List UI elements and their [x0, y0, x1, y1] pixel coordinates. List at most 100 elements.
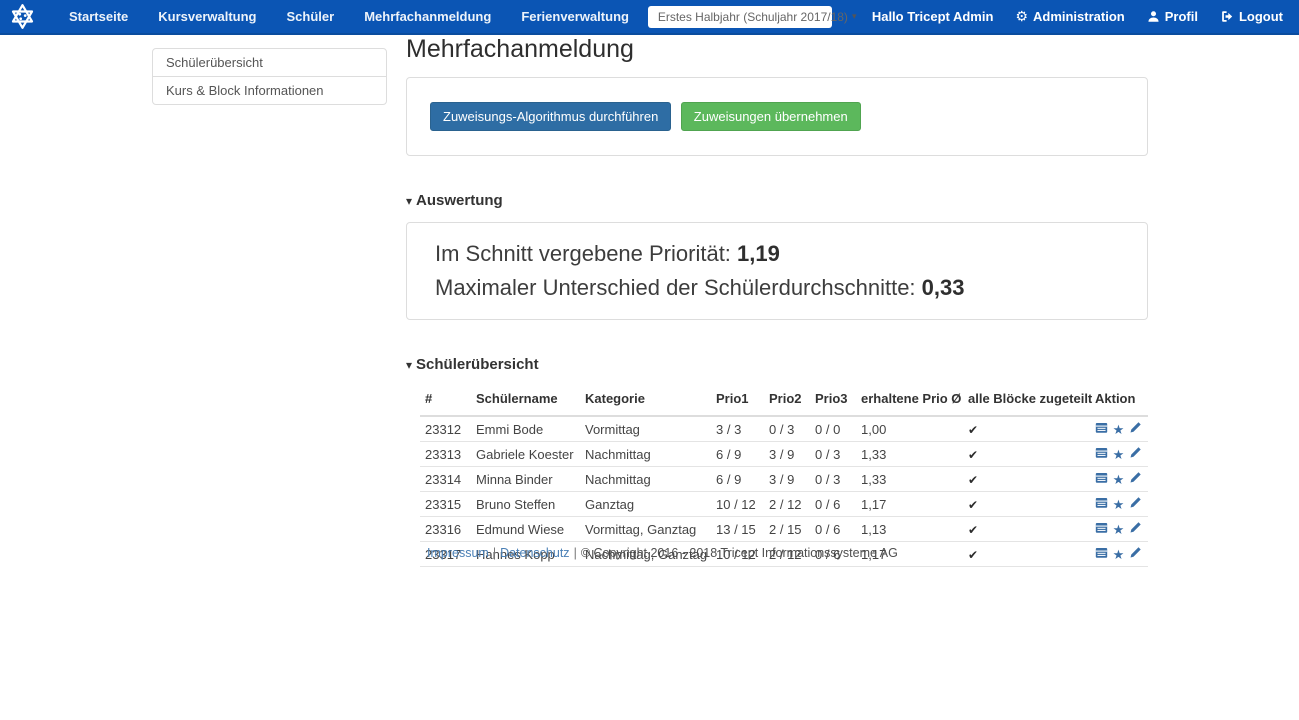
user-greeting: Hallo Tricept Admin: [871, 9, 994, 24]
check-icon: ✔: [968, 472, 979, 487]
cell-prio3: 0 / 6: [810, 541, 856, 567]
brand-logo-star-icon[interactable]: [7, 1, 38, 32]
stat-average-priority-value: 1,19: [737, 241, 780, 266]
col-header-schuelername: Schülername: [471, 385, 580, 417]
cell-prio2: 3 / 9: [764, 441, 810, 467]
cell-student-name: Hannes Kopp: [471, 541, 580, 567]
page-title: Mehrfachanmeldung: [406, 35, 634, 63]
star-icon[interactable]: ★: [1112, 448, 1125, 463]
cell-all-blocks: ✔: [963, 541, 1090, 567]
cell-kategorie: Nachmittag: [580, 441, 711, 467]
cell-prio1: 6 / 9: [711, 441, 764, 467]
main-nav: Startseite Kursverwaltung Schüler Mehrfa…: [54, 0, 644, 33]
cell-student-id: 23317: [420, 541, 471, 567]
cell-student-id: 23315: [420, 491, 471, 517]
cell-prio1: 10 / 12: [711, 491, 764, 517]
check-icon: ✔: [968, 497, 979, 512]
star-icon[interactable]: ★: [1112, 473, 1125, 488]
nav-item-kursverwaltung[interactable]: Kursverwaltung: [158, 9, 257, 24]
semester-select-value: Erstes Halbjahr (Schuljahr 2017/18): [657, 9, 848, 24]
nav-item-ferienverwaltung[interactable]: Ferienverwaltung: [521, 9, 629, 24]
pencil-icon[interactable]: [1129, 496, 1142, 509]
star-icon[interactable]: ★: [1112, 498, 1125, 513]
col-header-aktion: Aktion: [1090, 385, 1148, 417]
semester-select[interactable]: Erstes Halbjahr (Schuljahr 2017/18) ▾: [647, 5, 856, 28]
caret-down-icon: ▾: [406, 194, 413, 208]
cell-student-name: Edmund Wiese: [471, 516, 580, 542]
cell-prio2: 2 / 12: [764, 541, 810, 567]
logout-icon: [1220, 10, 1234, 23]
auswertung-header-label: Auswertung: [416, 192, 503, 209]
table-row: 23317 Hannes Kopp Nachmittag, Ganztag 10…: [420, 541, 1148, 567]
check-icon: ✔: [968, 547, 979, 562]
logout-label: Logout: [1238, 9, 1283, 24]
cell-prio3: 0 / 6: [810, 491, 856, 517]
cell-kategorie: Vormittag: [580, 415, 711, 442]
schedule-icon[interactable]: [1095, 471, 1108, 484]
pencil-icon[interactable]: [1129, 446, 1142, 459]
check-icon: ✔: [968, 447, 979, 462]
stat-max-difference-value: 0,33: [921, 275, 965, 300]
cell-kategorie: Ganztag: [580, 491, 711, 517]
cell-prio2: 0 / 3: [764, 415, 810, 442]
cell-prio2: 2 / 12: [764, 491, 810, 517]
table-header-row: # Schülername Kategorie Prio1 Prio2 Prio…: [420, 385, 1148, 417]
cell-all-blocks: ✔: [963, 441, 1090, 467]
stat-average-priority: Im Schnitt vergebene Priorität: 1,19: [435, 240, 1119, 268]
star-icon[interactable]: ★: [1112, 548, 1125, 563]
nav-item-profil[interactable]: Profil: [1147, 9, 1198, 24]
gear-icon: ⚙: [1015, 8, 1028, 25]
auswertung-section-toggle[interactable]: ▾ Auswertung: [406, 192, 1148, 209]
cell-actions: ★: [1090, 541, 1148, 567]
pencil-icon[interactable]: [1129, 521, 1142, 534]
cell-actions: ★: [1090, 441, 1148, 467]
nav-item-logout[interactable]: Logout: [1220, 9, 1283, 24]
cell-actions: ★: [1090, 516, 1148, 542]
table-row: 23313 Gabriele Koester Nachmittag 6 / 9 …: [420, 441, 1148, 467]
cell-prio3: 0 / 0: [810, 415, 856, 442]
caret-down-icon: ▾: [406, 358, 413, 372]
schueleruebersicht-section-toggle[interactable]: ▾ Schülerübersicht: [406, 356, 1148, 373]
sidebar: Schülerübersicht Kurs & Block Informatio…: [152, 48, 387, 105]
schedule-icon[interactable]: [1095, 496, 1108, 509]
nav-item-administration[interactable]: ⚙ Administration: [1015, 9, 1124, 24]
cell-student-id: 23316: [420, 516, 471, 542]
run-algorithm-button[interactable]: Zuweisungs-Algorithmus durchführen: [430, 102, 672, 131]
cell-all-blocks: ✔: [963, 516, 1090, 542]
cell-all-blocks: ✔: [963, 491, 1090, 517]
schedule-icon[interactable]: [1095, 421, 1108, 434]
cell-actions: ★: [1090, 491, 1148, 517]
apply-assignments-button[interactable]: Zuweisungen übernehmen: [680, 102, 861, 131]
cell-actions: ★: [1090, 415, 1148, 442]
cell-prio3: 0 / 3: [810, 441, 856, 467]
sidebar-item-kurs-block-informationen[interactable]: Kurs & Block Informationen: [152, 76, 387, 105]
nav-item-schueler[interactable]: Schüler: [286, 9, 335, 24]
cell-prio-avg: 1,33: [856, 441, 963, 467]
stat-average-priority-label: Im Schnitt vergebene Priorität:: [435, 241, 731, 266]
pencil-icon[interactable]: [1129, 546, 1142, 559]
cell-student-name: Emmi Bode: [471, 415, 580, 442]
copyright-text: © Copyright 2016 - 2018 Tricept Informat…: [580, 546, 898, 560]
nav-item-startseite[interactable]: Startseite: [69, 9, 129, 24]
schedule-icon[interactable]: [1095, 546, 1108, 559]
check-icon: ✔: [968, 422, 979, 437]
pencil-icon[interactable]: [1129, 421, 1142, 434]
datenschutz-link[interactable]: Datenschutz: [500, 546, 570, 560]
cell-prio-avg: 1,17: [856, 491, 963, 517]
impressum-link[interactable]: Impressum: [427, 546, 489, 560]
nav-item-mehrfachanmeldung[interactable]: Mehrfachanmeldung: [364, 9, 492, 24]
actions-panel: Zuweisungs-Algorithmus durchführen Zuwei…: [406, 77, 1148, 156]
cell-student-id: 23314: [420, 466, 471, 492]
main-content: Mehrfachanmeldung Zuweisungs-Algorithmus…: [406, 34, 1148, 567]
cell-all-blocks: ✔: [963, 466, 1090, 492]
pencil-icon[interactable]: [1129, 471, 1142, 484]
auswertung-panel: Im Schnitt vergebene Priorität: 1,19 Max…: [406, 222, 1148, 320]
stat-max-difference-label: Maximaler Unterschied der Schülerdurchsc…: [435, 275, 916, 300]
sidebar-item-schueleruebersicht[interactable]: Schülerübersicht: [152, 48, 387, 77]
check-icon: ✔: [968, 522, 979, 537]
schedule-icon[interactable]: [1095, 446, 1108, 459]
cell-prio-avg: 1,00: [856, 415, 963, 442]
star-icon[interactable]: ★: [1112, 523, 1125, 538]
schedule-icon[interactable]: [1095, 521, 1108, 534]
star-icon[interactable]: ★: [1112, 423, 1125, 438]
